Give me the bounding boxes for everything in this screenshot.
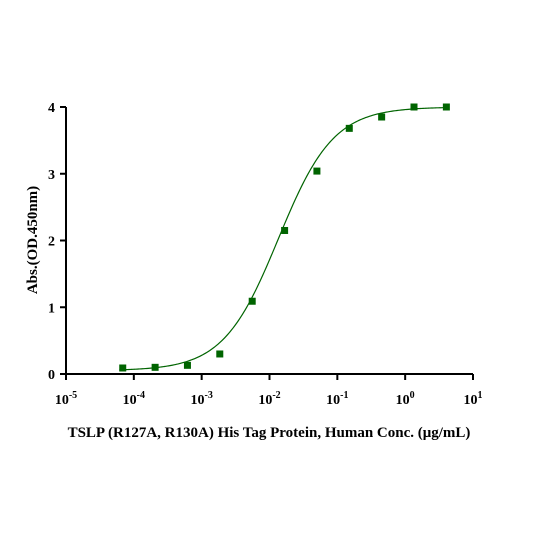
y-tick-label: 0 — [48, 368, 55, 383]
x-tick-label: 10-3 — [190, 390, 212, 408]
x-tick-base: 10 — [326, 393, 340, 408]
data-point — [345, 124, 353, 132]
x-axis-title: TSLP (R127A, R130A) His Tag Protein, Hum… — [68, 425, 471, 441]
data-point — [183, 361, 191, 369]
x-tick-label: 10-5 — [55, 390, 77, 408]
x-tick-base: 10 — [396, 393, 410, 408]
y-tick-label: 1 — [48, 301, 55, 316]
data-point — [216, 350, 224, 358]
x-tick-exponent: -4 — [137, 390, 145, 401]
x-tick-exponent: -3 — [204, 390, 212, 401]
x-tick-label: 101 — [464, 390, 483, 408]
y-tick-label: 2 — [48, 235, 55, 250]
data-point — [442, 103, 450, 111]
x-tick-exponent: 1 — [478, 390, 483, 401]
y-tick-label: 4 — [48, 101, 55, 116]
y-axis-title: Abs.(OD.450nm) — [25, 186, 41, 294]
x-tick-exponent: -5 — [69, 390, 77, 401]
x-tick-base: 10 — [123, 393, 137, 408]
x-tick-label: 10-1 — [326, 390, 348, 408]
data-points — [119, 103, 450, 372]
x-tick-base: 10 — [258, 393, 272, 408]
x-tick-exponent: -1 — [340, 390, 348, 401]
x-tick-exponent: 0 — [410, 390, 415, 401]
data-point — [313, 167, 321, 175]
x-tick-label: 100 — [396, 390, 415, 408]
x-tick-base: 10 — [464, 393, 478, 408]
data-point — [119, 364, 127, 372]
x-tick-label: 10-4 — [123, 390, 145, 408]
y-axis-ticks: 0 1 2 3 4 — [48, 101, 66, 383]
data-point — [378, 113, 386, 121]
data-point — [281, 226, 289, 234]
fit-curve — [119, 106, 448, 371]
x-tick-exponent: -2 — [272, 390, 280, 401]
data-point — [248, 297, 256, 305]
x-tick-label: 10-2 — [258, 390, 280, 408]
x-tick-base: 10 — [190, 393, 204, 408]
x-axis-ticks: 10-5 10-4 10-3 10-2 10-1 100 101 — [55, 374, 483, 408]
x-tick-base: 10 — [55, 393, 69, 408]
y-tick-label: 3 — [48, 168, 55, 183]
data-point — [410, 103, 418, 111]
data-point — [151, 363, 159, 371]
